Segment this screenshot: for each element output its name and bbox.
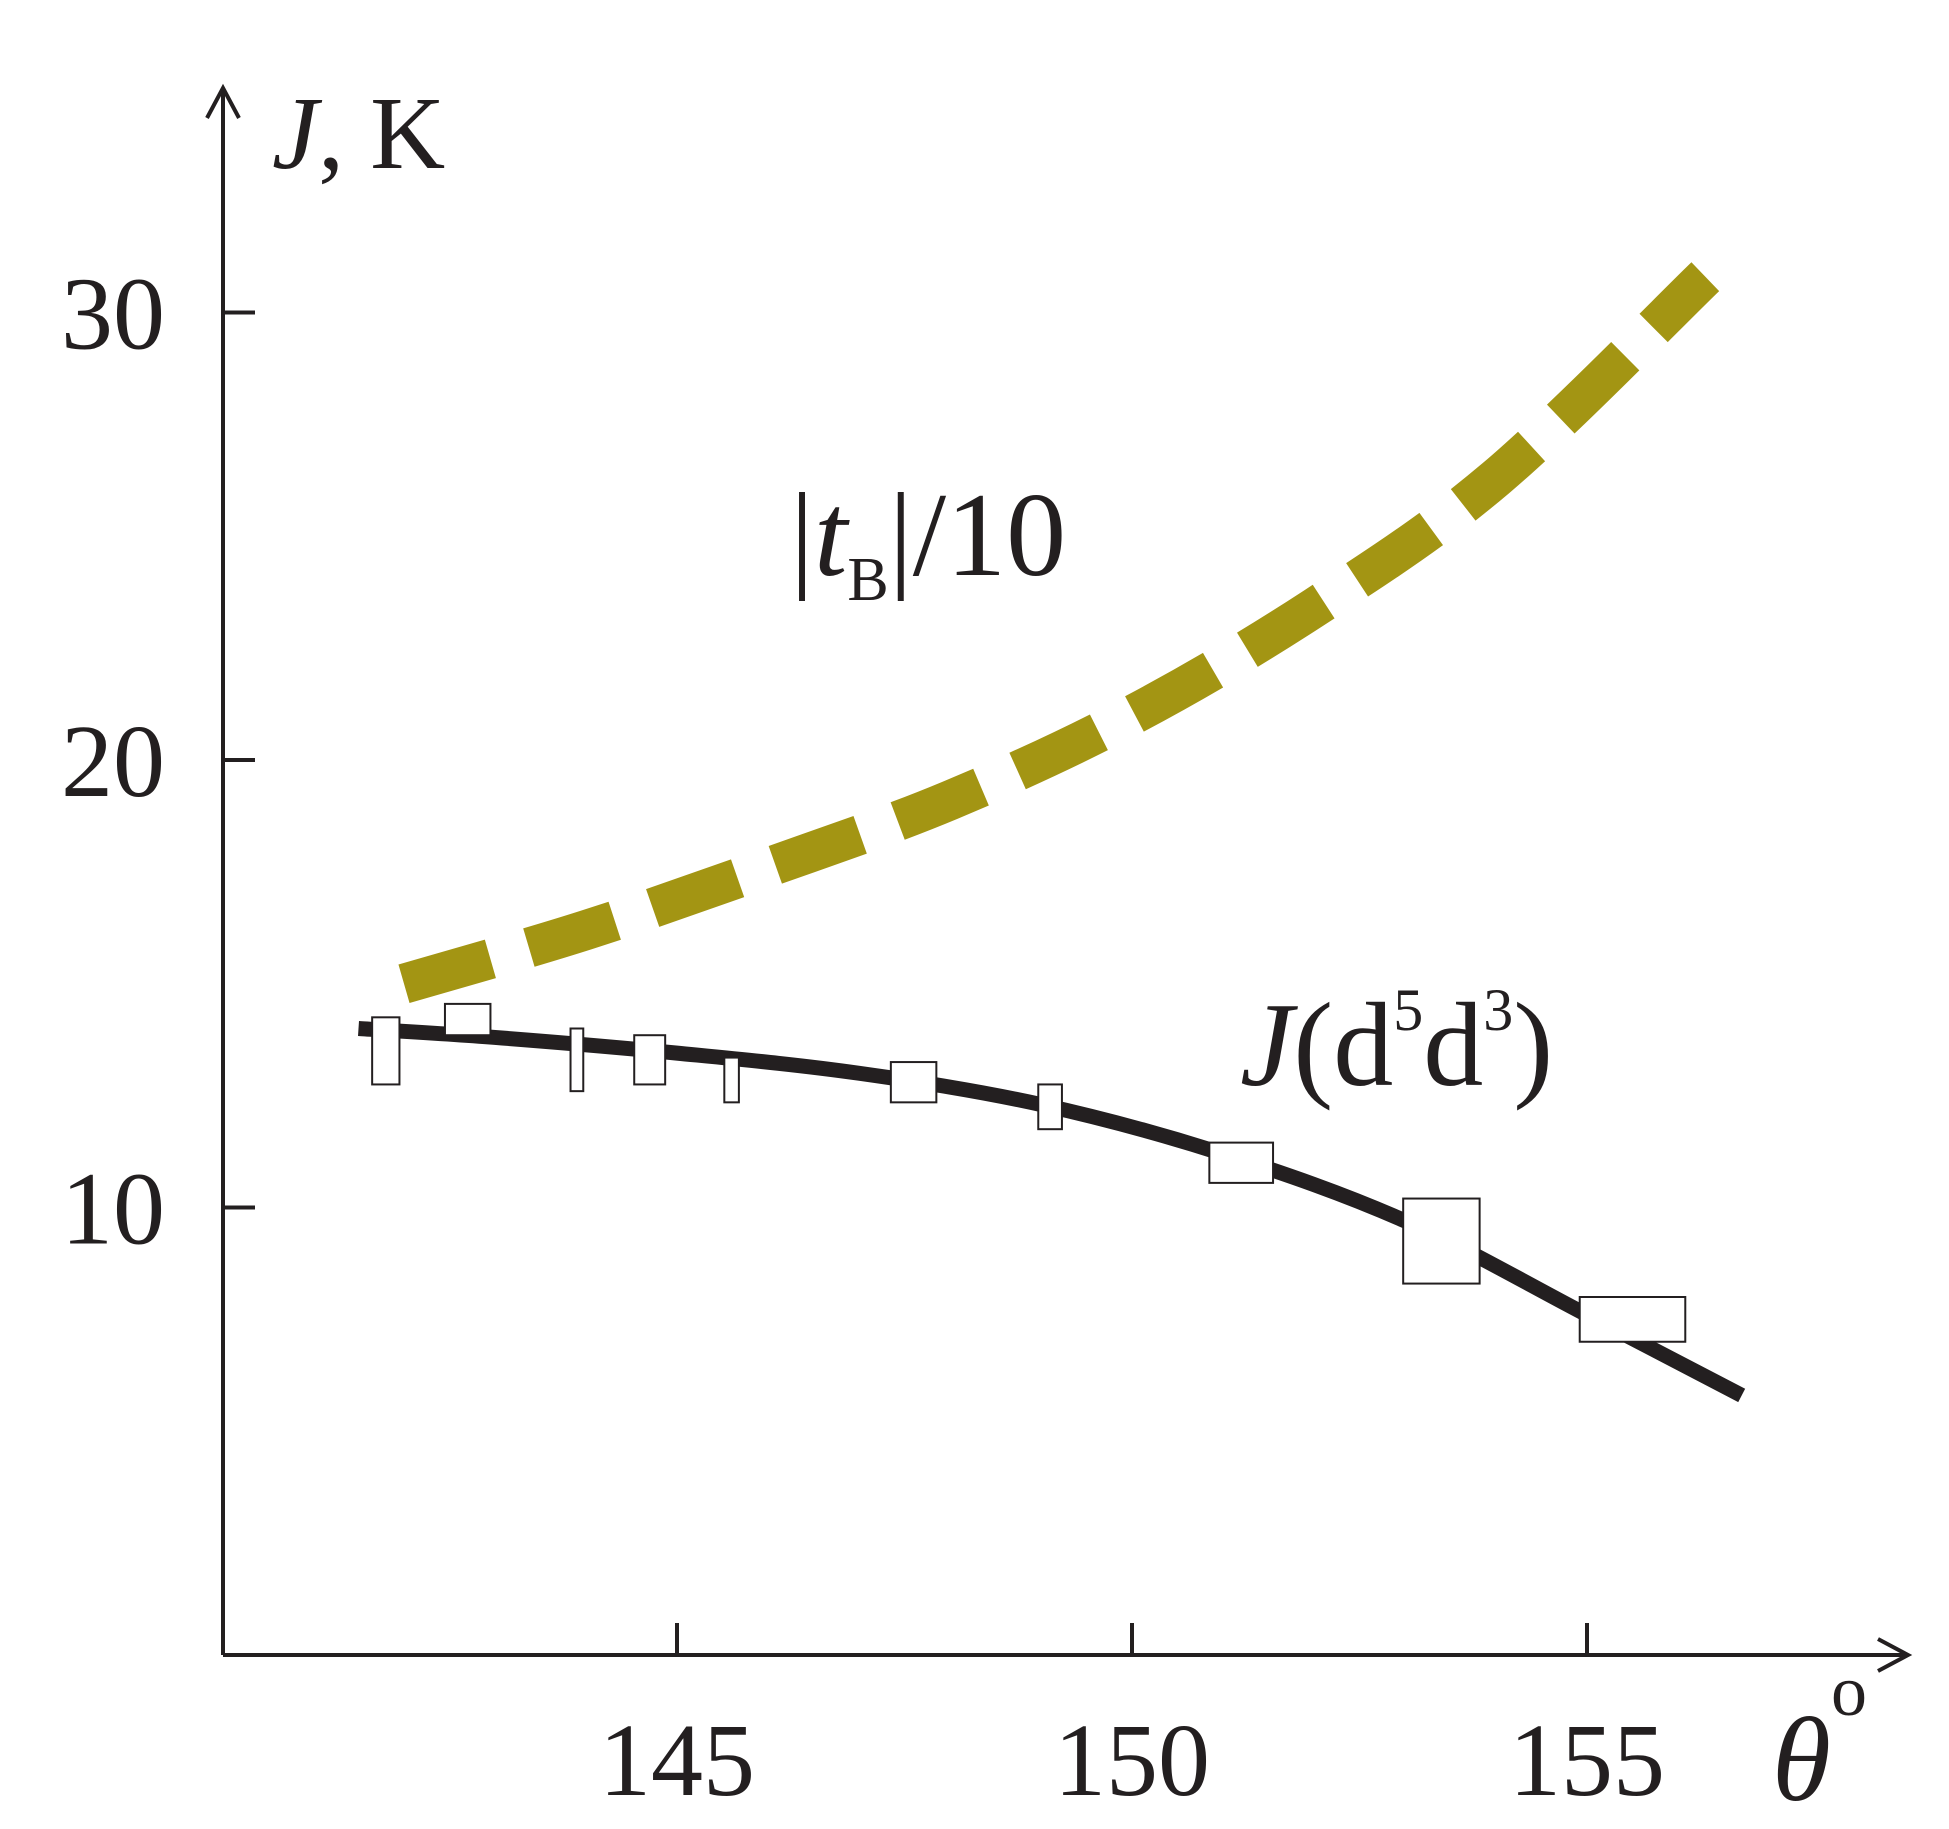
series-j-marker <box>443 1002 492 1037</box>
series-j-label-open: (d <box>1293 978 1393 1111</box>
y-tick-label: 30 <box>61 257 165 372</box>
y-axis-symbol: J <box>272 76 323 191</box>
x-axis-symbol: θ <box>1772 1693 1831 1826</box>
x-tick-label: 150 <box>1054 1703 1210 1818</box>
x-ticks: 145 150 155 <box>599 1623 1665 1818</box>
series-j-label: J(d5d3) <box>1240 977 1553 1111</box>
series-tb-point <box>768 867 769 868</box>
series-tb-label-bar: | <box>790 468 814 601</box>
series-j-marker <box>371 1016 401 1086</box>
y-tick-label: 10 <box>61 1152 165 1267</box>
series-j-label-prefix: J <box>1240 978 1298 1111</box>
series-j-markers <box>371 1002 1687 1343</box>
series-j-marker <box>1208 1141 1275 1184</box>
series-j-marker <box>1402 1197 1481 1285</box>
series-j-marker <box>1037 1083 1063 1131</box>
series-j-label-mid: d <box>1423 978 1483 1111</box>
x-axis-label: θo <box>1772 1651 1867 1826</box>
series-j-marker <box>569 1027 585 1093</box>
series-j-marker <box>1578 1296 1687 1343</box>
y-axis-label: J, K <box>272 76 445 191</box>
x-tick-label: 145 <box>599 1703 755 1818</box>
x-axis-unit: o <box>1831 1651 1867 1731</box>
x-tick-label: 155 <box>1509 1703 1665 1818</box>
series-tb-label-sub: B <box>847 546 888 614</box>
series-j-marker <box>723 1056 740 1104</box>
y-axis-unit: , K <box>318 76 445 191</box>
y-tick-label: 20 <box>61 704 165 819</box>
series-j-label-close: ) <box>1513 978 1553 1111</box>
series-tb-label: |tB|/10 <box>790 468 1066 614</box>
series-tb-points <box>404 276 1706 984</box>
y-ticks: 10 20 30 <box>61 257 255 1267</box>
series-j-marker <box>889 1061 938 1104</box>
series-j-marker <box>633 1034 667 1086</box>
series-tb-line <box>398 262 1720 1003</box>
series-tb-label-rest: |/10 <box>889 468 1066 601</box>
series-j-label-sup1: 5 <box>1393 977 1423 1043</box>
series-tb-label-t: t <box>814 468 850 601</box>
series-tb-point <box>1132 715 1133 716</box>
series-j-label-sup2: 3 <box>1483 977 1513 1043</box>
